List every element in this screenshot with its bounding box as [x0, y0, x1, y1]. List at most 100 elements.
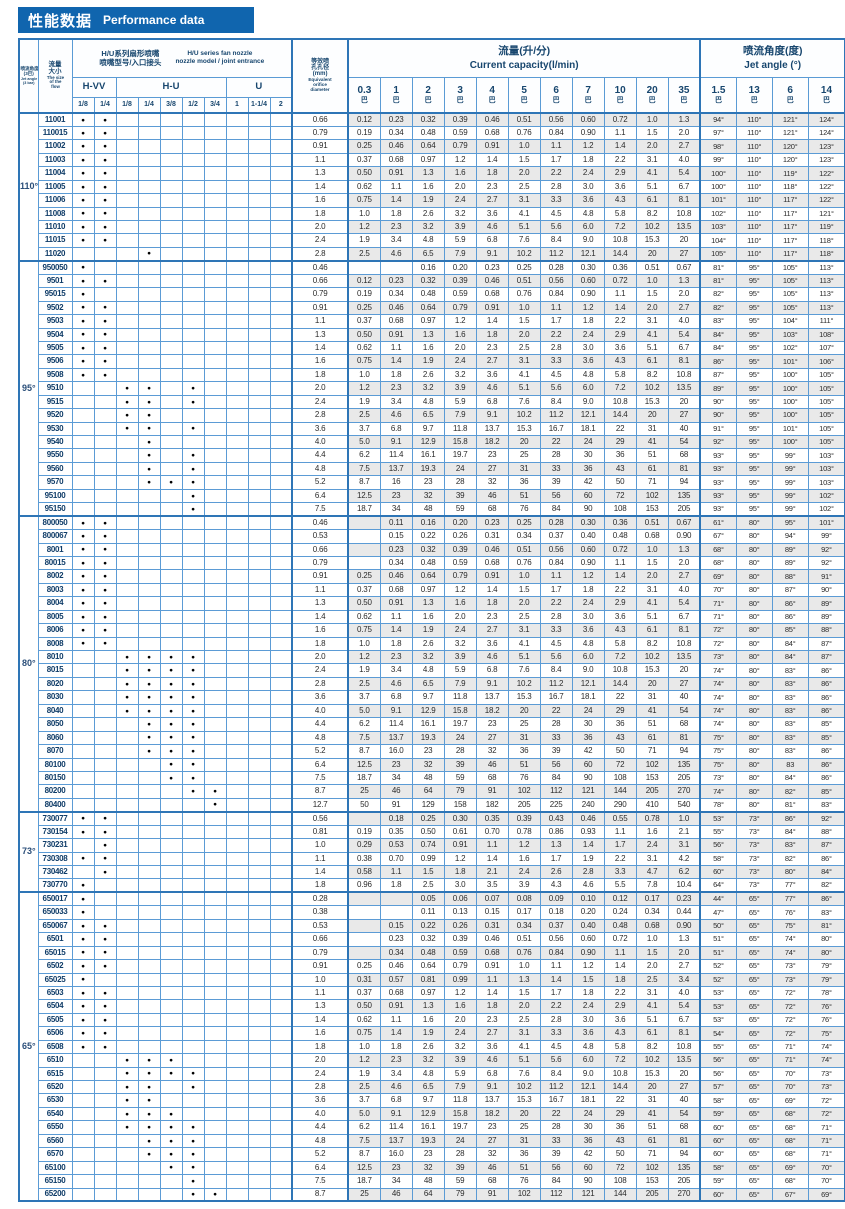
dot-cell [225, 434, 249, 450]
angle-cell: 65° [735, 959, 773, 974]
model-cell: 11003 [37, 152, 73, 168]
angle-cell: 95° [735, 273, 773, 289]
dot-cell [225, 111, 249, 127]
flow-cell: 13.7 [379, 461, 413, 477]
dot-cell [115, 810, 139, 826]
angle-cell: 123° [807, 152, 845, 168]
flow-cell: 10.2 [635, 649, 669, 665]
dot-cell [159, 905, 183, 920]
dot-cell [269, 340, 293, 356]
dot-cell: ● [93, 300, 117, 316]
dot-cell: ● [71, 367, 95, 383]
angle-cell: 110° [735, 111, 773, 127]
dot-cell [203, 824, 227, 840]
flow-cell: 8.4 [539, 233, 573, 248]
flow-cell: 0.34 [379, 555, 413, 571]
diameter-cell: 4.4 [291, 448, 350, 463]
dot-cell: ● [93, 125, 117, 141]
dot-cell [269, 838, 293, 853]
dot-cell [93, 488, 117, 504]
flow-cell: 1.4 [475, 582, 509, 598]
angle-cell: 103° [699, 219, 737, 235]
flow-cell: 0.25 [507, 259, 541, 275]
flow-cell: 108 [603, 1174, 637, 1189]
flow-cell: 2.5 [347, 1079, 381, 1095]
dot-cell [181, 1106, 205, 1122]
dot-cell [269, 354, 293, 369]
dot-cell: ● [181, 1133, 205, 1149]
dot-cell: ● [137, 246, 161, 262]
table-row: 730462 ● 1.4 0.58 1.1 1.5 1.8 2.1 2.4 2.6 2.8 3.3 4.… [19, 864, 845, 880]
flow-cell: 2.2 [603, 314, 637, 329]
angle-cell: 117° [771, 246, 809, 262]
angle-cell: 65° [735, 1093, 773, 1108]
connection-size-header: 1/8 [115, 96, 139, 114]
dot-cell [159, 784, 183, 799]
flow-cell: 0.30 [571, 259, 605, 275]
dot-cell: ● [71, 233, 95, 248]
dot-cell: ● [137, 649, 161, 665]
flow-cell: 5.1 [507, 649, 541, 665]
dot-cell: ● [137, 1133, 161, 1149]
dot-cell [247, 744, 271, 759]
angle-cell: 95° [735, 287, 773, 302]
dot-cell [247, 529, 271, 544]
dot-cell [225, 340, 249, 356]
table-row: 6570 ● ● ● 5.2 8.7 16.0 23 28 32 36 39 42 50 71 94 60° 65… [19, 1147, 845, 1162]
flow-cell [347, 542, 381, 557]
angle-cell: 77° [771, 891, 809, 907]
flow-cell: 0.25 [347, 569, 381, 584]
angle-cell: 57° [699, 1079, 737, 1095]
flow-cell: 2.4 [571, 166, 605, 181]
dot-cell [269, 730, 293, 746]
angle-cell: 68° [699, 555, 737, 571]
dot-cell: ● [137, 1053, 161, 1068]
dot-cell [203, 152, 227, 168]
flow-cell: 3.6 [603, 1012, 637, 1028]
flow-cell: 1.4 [379, 1026, 413, 1041]
dot-cell [159, 985, 183, 1001]
angle-cell: 90° [699, 394, 737, 410]
dot-cell [71, 408, 95, 423]
flow-cell: 0.72 [603, 111, 637, 127]
model-cell: 11005 [37, 179, 73, 195]
diameter-cell: 1.3 [291, 166, 350, 181]
dot-cell: ● [71, 555, 95, 571]
dot-cell: ● [93, 515, 117, 531]
diameter-cell: 6.4 [291, 1160, 350, 1176]
flow-size-label: 大小 [48, 67, 62, 75]
angle-cell: 110° [735, 219, 773, 235]
flow-cell: 0.96 [347, 878, 381, 893]
flow-cell: 4.1 [507, 636, 541, 652]
dot-cell [247, 327, 271, 342]
dot-cell [137, 340, 161, 356]
dot-cell: ● [71, 515, 95, 531]
dot-cell: ● [115, 1106, 139, 1122]
dot-cell: ● [93, 999, 117, 1014]
flow-cell: 10.2 [507, 246, 541, 262]
availability-dot: ● [81, 317, 85, 325]
availability-dot: ● [125, 1070, 129, 1078]
dot-cell [225, 273, 249, 289]
flow-cell: 71 [635, 475, 669, 490]
angle-cell: 87° [771, 582, 809, 598]
availability-dot: ● [103, 815, 107, 823]
flow-cell: 0.91 [379, 999, 413, 1014]
flow-cell: 3.3 [539, 354, 573, 369]
dot-cell [137, 959, 161, 974]
dot-cell [269, 529, 293, 544]
flow-cell: 23 [379, 488, 413, 504]
dot-cell [225, 408, 249, 423]
flow-cell: 1.0 [507, 959, 541, 974]
dot-cell [93, 394, 117, 410]
angle-cell: 80° [735, 663, 773, 678]
flow-cell: 13.7 [475, 421, 509, 437]
dot-cell [115, 273, 139, 289]
flow-cell: 12.1 [571, 1079, 605, 1095]
flow-cell: 1.9 [347, 1066, 381, 1082]
angle-cell: 76° [807, 1012, 845, 1028]
diameter-cell: 3.6 [291, 1093, 350, 1108]
dot-cell [225, 139, 249, 154]
flow-cell: 0.37 [347, 582, 381, 598]
flow-cell: 0.57 [379, 972, 413, 987]
